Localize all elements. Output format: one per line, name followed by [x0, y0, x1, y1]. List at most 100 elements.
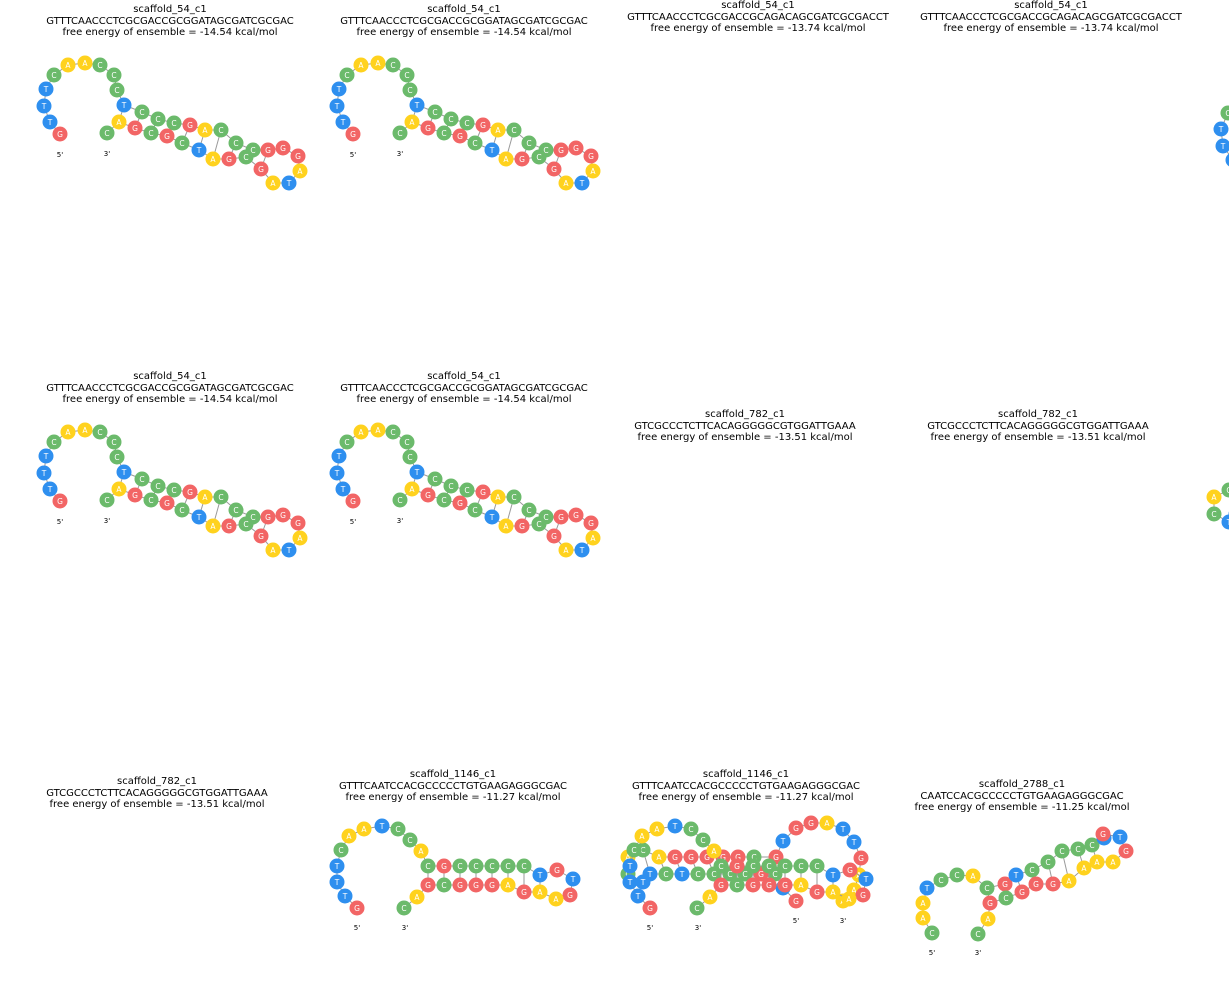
nucleotide-circle — [341, 828, 357, 844]
nucleotide-letter: G — [1050, 880, 1056, 889]
nucleotide-letter: T — [336, 452, 342, 461]
nucleotide-C: C — [436, 125, 452, 141]
nucleotide-A: A — [370, 55, 386, 71]
nucleotide-letter: C — [344, 438, 349, 447]
nucleotide-letter: C — [139, 108, 144, 117]
nucleotide-C: C — [396, 900, 412, 916]
nucleotide-C: C — [1221, 482, 1229, 498]
nucleotide-G: G — [1014, 884, 1030, 900]
nucleotide-letter: G — [425, 124, 431, 133]
nucleotide-circle — [353, 424, 369, 440]
nucleotide-letter: A — [830, 888, 836, 897]
nucleotide-letter: C — [1075, 845, 1080, 854]
nucleotide-letter: G — [704, 853, 710, 862]
nucleotide-circle — [949, 867, 965, 883]
nucleotide-letter: T — [570, 875, 576, 884]
nucleotide-letter: C — [543, 513, 548, 522]
nucleotide-A: A — [965, 868, 981, 884]
nucleotide-circle — [452, 858, 468, 874]
nucleotide-T: T — [329, 465, 345, 481]
nucleotide-letter: C — [663, 870, 668, 879]
nucleotide-letter: C — [798, 862, 803, 871]
nucleotide-A: A — [111, 114, 127, 130]
nucleotide-C: C — [427, 471, 443, 487]
nucleotide-C: C — [143, 125, 159, 141]
nucleotide-circle — [459, 115, 475, 131]
nucleotide-circle — [436, 858, 452, 874]
nucleotide-circle — [150, 111, 166, 127]
nucleotide-circle — [370, 422, 386, 438]
nucleotide-T: T — [329, 874, 345, 890]
nucleotide-letter: G — [295, 152, 301, 161]
nucleotide-circle — [281, 542, 297, 558]
nucleotide-circle — [490, 489, 506, 505]
nucleotide-C: C — [459, 482, 475, 498]
five-prime-label: 5' — [57, 151, 63, 159]
nucleotide-letter: C — [111, 438, 116, 447]
nucleotide-letter: C — [218, 126, 223, 135]
nucleotide-T: T — [635, 874, 651, 890]
nucleotide-G: G — [290, 148, 306, 164]
nucleotide-G: G — [729, 858, 745, 874]
nucleotide-C: C — [468, 858, 484, 874]
nucleotide-circle — [531, 516, 547, 532]
nucleotide-letter: C — [511, 493, 516, 502]
nucleotide-C: C — [745, 858, 761, 874]
nucleotide-letter: A — [563, 179, 569, 188]
nucleotide-circle — [42, 481, 58, 497]
nucleotide-circle — [436, 125, 452, 141]
nucleotide-G: G — [290, 515, 306, 531]
nucleotide-letter: G — [551, 165, 557, 174]
nucleotide-letter: G — [647, 904, 653, 913]
nucleotide-circle — [42, 114, 58, 130]
nucleotide-G: G — [1045, 876, 1061, 892]
nucleotide-circle — [683, 821, 699, 837]
nucleotide-letter: C — [432, 108, 437, 117]
nucleotide-letter: A — [625, 853, 631, 862]
nucleotide-letter: G — [164, 132, 170, 141]
nucleotide-A: A — [841, 891, 857, 907]
nucleotide-circle — [420, 877, 436, 893]
nucleotide-circle — [60, 57, 76, 73]
nucleotide-circle — [265, 542, 281, 558]
nucleotide-letter: C — [782, 862, 787, 871]
nucleotide-letter: G — [480, 488, 486, 497]
energy-text: free energy of ensemble = -13.51 kcal/mo… — [930, 432, 1146, 443]
nucleotide-letter: C — [395, 825, 400, 834]
nucleotide-G: G — [642, 900, 658, 916]
nucleotide-C: C — [467, 502, 483, 518]
nucleotide-letter: C — [938, 876, 943, 885]
nucleotide-letter: C — [441, 129, 446, 138]
nucleotide-circle — [292, 163, 308, 179]
nucleotide-letter: A — [495, 493, 501, 502]
nucleotide-A: A — [490, 489, 506, 505]
nucleotide-letter: C — [464, 486, 469, 495]
nucleotide-C: C — [143, 492, 159, 508]
nucleotide-circle — [788, 893, 804, 909]
nucleotide-T: T — [42, 481, 58, 497]
nucleotide-letter: C — [718, 862, 723, 871]
nucleotide-letter: C — [711, 870, 716, 879]
nucleotide-A: A — [915, 910, 931, 926]
nucleotide-circle — [706, 843, 722, 859]
nucleotide-circle — [585, 163, 601, 179]
nucleotide-C: C — [402, 832, 418, 848]
nucleotide-letter: C — [441, 496, 446, 505]
nucleotide-letter: G — [354, 904, 360, 913]
nucleotide-letter: A — [418, 847, 424, 856]
nucleotide-A: A — [585, 530, 601, 546]
nucleotide-letter: T — [334, 102, 340, 111]
nucleotide-circle — [713, 877, 729, 893]
nucleotide-circle — [919, 880, 935, 896]
nucleotide-circle — [182, 484, 198, 500]
nucleotide-A: A — [205, 151, 221, 167]
nucleotide-letter: G — [226, 522, 232, 531]
nucleotide-G: G — [809, 884, 825, 900]
nucleotide-circle — [809, 884, 825, 900]
nucleotide-letter: A — [563, 546, 569, 555]
nucleotide-letter: A — [82, 59, 88, 68]
nucleotide-A: A — [341, 828, 357, 844]
nucleotide-circle — [775, 833, 791, 849]
nucleotide-G: G — [777, 877, 793, 893]
